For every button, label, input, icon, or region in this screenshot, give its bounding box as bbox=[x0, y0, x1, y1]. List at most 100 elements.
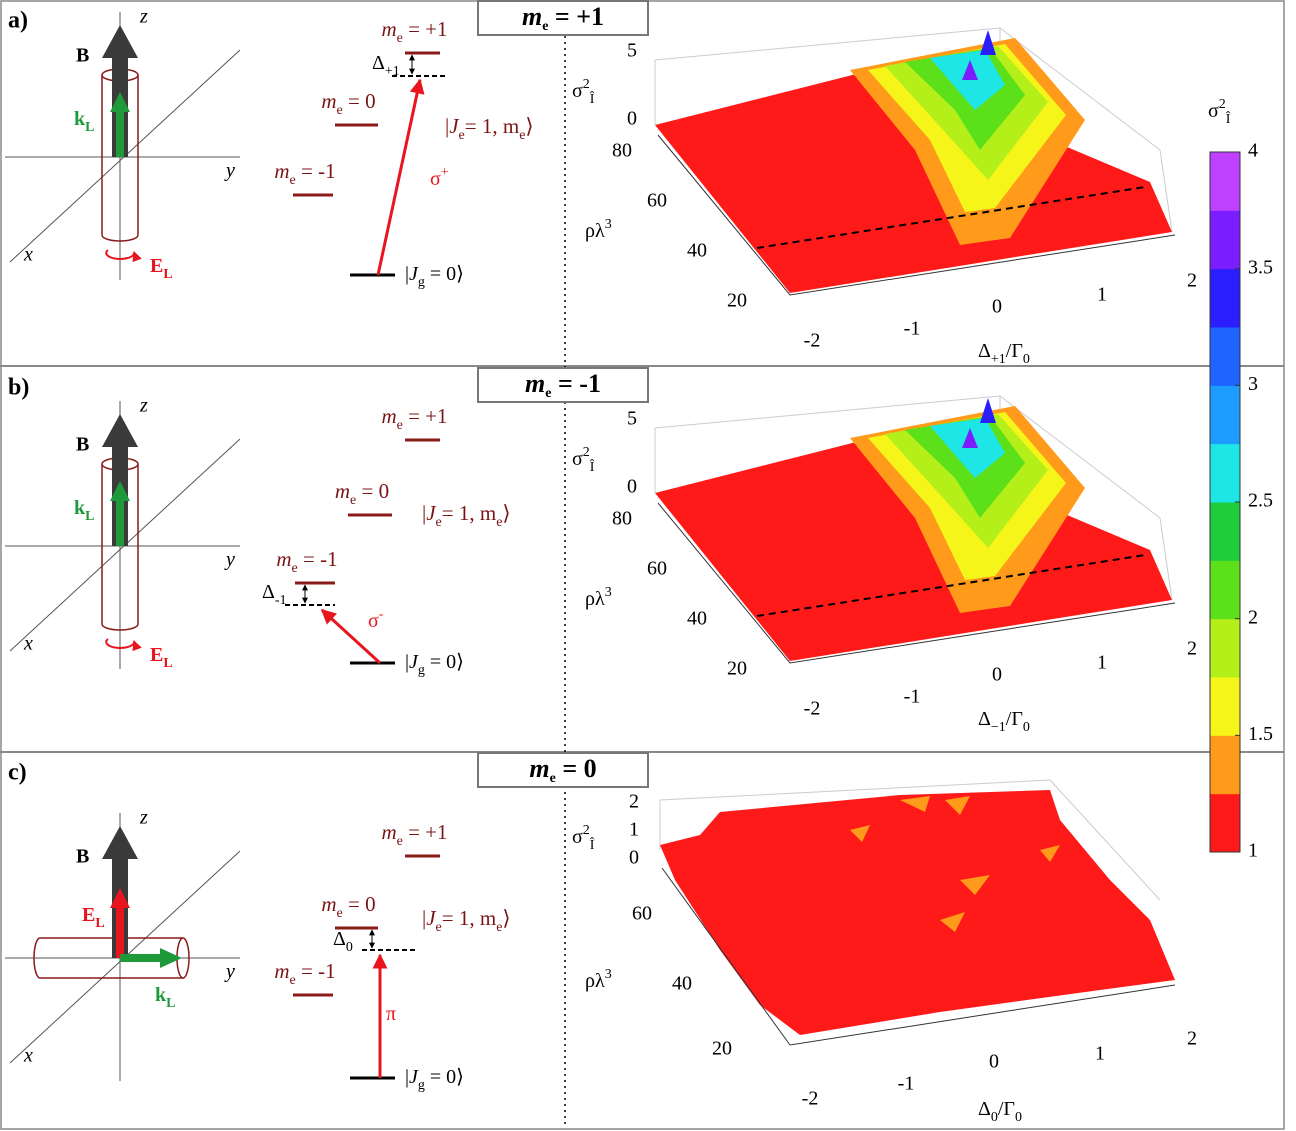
text-part: e bbox=[397, 418, 403, 433]
x-tick-label: -2 bbox=[804, 330, 821, 352]
z-tick-label: 5 bbox=[627, 408, 637, 430]
level-label: me = +1 bbox=[381, 17, 447, 46]
excited-label: |Je= 1, me⟩ bbox=[445, 114, 534, 143]
text-part: m bbox=[381, 17, 396, 41]
text-part: = 1, m bbox=[465, 114, 519, 138]
surface bbox=[655, 436, 1172, 661]
level-label: me = -1 bbox=[276, 547, 337, 576]
level-label: me = 0 bbox=[335, 479, 389, 508]
surface bbox=[980, 30, 996, 55]
detuning-label: Δ-1 bbox=[262, 581, 287, 608]
text-part: | bbox=[422, 501, 426, 525]
x-tick-label: -1 bbox=[904, 686, 921, 708]
x-tick-label: 2 bbox=[1187, 638, 1197, 660]
text-part: = -1 bbox=[298, 547, 338, 571]
text-part: π bbox=[386, 1003, 396, 1025]
k-label: kL bbox=[74, 497, 94, 524]
surface bbox=[850, 825, 870, 842]
level-label: me = 0 bbox=[321, 892, 375, 921]
text-part: e bbox=[459, 128, 465, 143]
text-part: ⟩ bbox=[502, 906, 510, 930]
text-part: J bbox=[426, 501, 437, 525]
b-arrow bbox=[102, 414, 138, 447]
text-part: = 0 bbox=[356, 479, 389, 503]
color-band bbox=[1210, 443, 1240, 503]
text-part: 3 bbox=[605, 967, 612, 982]
text-part: σ bbox=[572, 80, 583, 102]
surface bbox=[900, 796, 930, 812]
k-label: kL bbox=[155, 984, 175, 1011]
e-label: EL bbox=[150, 255, 173, 282]
level-label: me = -1 bbox=[274, 159, 335, 188]
surface bbox=[962, 428, 978, 448]
x-tick-label: 1 bbox=[1095, 1043, 1105, 1065]
transition-label: π bbox=[386, 1003, 396, 1025]
text-part: E bbox=[82, 904, 95, 926]
text-part: = 0⟩ bbox=[425, 651, 464, 673]
text-part: Δ bbox=[262, 581, 275, 603]
text-part: | bbox=[445, 114, 449, 138]
text-part: | bbox=[405, 263, 409, 285]
text-part: 2 bbox=[583, 77, 590, 92]
x-axis-label: Δ+1/Γ0 bbox=[978, 340, 1030, 367]
x-tick-label: 0 bbox=[989, 1051, 999, 1073]
y-axis-label: ρλ3 bbox=[585, 217, 612, 242]
text-part: k bbox=[155, 984, 167, 1006]
text-part: e bbox=[350, 493, 356, 508]
axis-name: y bbox=[224, 549, 235, 571]
x-tick-label: -1 bbox=[904, 318, 921, 340]
color-band bbox=[1210, 793, 1240, 853]
x-tick-label: -1 bbox=[898, 1073, 915, 1095]
x-tick-label: 1 bbox=[1097, 652, 1107, 674]
text-part: m bbox=[522, 2, 542, 31]
y-axis-label: ρλ3 bbox=[585, 585, 612, 610]
text-part: = +1 bbox=[403, 17, 448, 41]
text-part: Δ bbox=[978, 708, 991, 730]
text-part: 2 bbox=[583, 823, 590, 838]
text-part: m bbox=[335, 479, 350, 503]
box-line bbox=[659, 779, 1051, 801]
x-axis-label: Δ0/Γ0 bbox=[978, 1098, 1022, 1125]
text-part: /Γ bbox=[998, 1098, 1015, 1120]
text-part: +1 bbox=[991, 352, 1006, 367]
axis-name: x bbox=[23, 633, 33, 655]
k-arrow bbox=[116, 499, 124, 546]
text-part: | bbox=[405, 1066, 409, 1088]
text-part: σ bbox=[572, 448, 583, 470]
z-axis-label: σ2Î bbox=[572, 823, 595, 853]
axis-line bbox=[661, 867, 1176, 1046]
surface bbox=[1040, 845, 1060, 862]
y-tick-label: 60 bbox=[647, 190, 667, 212]
text-part: L bbox=[85, 509, 94, 524]
transition-label: σ- bbox=[368, 607, 384, 632]
text-part: J bbox=[449, 114, 460, 138]
text-part: Δ bbox=[372, 52, 385, 74]
panel-label: c) bbox=[8, 760, 27, 786]
y-tick-label: 40 bbox=[687, 240, 707, 262]
text-part: L bbox=[163, 267, 172, 282]
text-part: Î bbox=[590, 90, 595, 107]
level-label: me = 0 bbox=[321, 89, 375, 118]
b-arrow bbox=[102, 826, 138, 859]
field-label: B bbox=[76, 846, 89, 868]
text-part: k bbox=[74, 497, 86, 519]
color-band bbox=[1210, 385, 1240, 445]
field-label: B bbox=[76, 45, 89, 67]
x-axis-label: Δ−1/Γ0 bbox=[978, 708, 1030, 735]
guide-line bbox=[756, 186, 1146, 249]
y-tick-label: 20 bbox=[727, 290, 747, 312]
text-part: = 0 bbox=[343, 892, 376, 916]
text-part: m bbox=[274, 959, 289, 983]
text-part: 0 bbox=[991, 1110, 998, 1125]
color-band bbox=[1210, 560, 1240, 620]
ground-label: |Jg = 0⟩ bbox=[405, 263, 464, 290]
y-tick-label: 60 bbox=[647, 558, 667, 580]
text-part: e bbox=[436, 515, 442, 530]
text-part: = 0 bbox=[556, 754, 597, 783]
text-part: 2 bbox=[583, 445, 590, 460]
text-part: 0 bbox=[346, 940, 353, 955]
box-line bbox=[1159, 517, 1173, 601]
cylinder bbox=[101, 464, 139, 631]
e-rotation bbox=[105, 638, 142, 652]
e-arrow bbox=[110, 888, 130, 908]
